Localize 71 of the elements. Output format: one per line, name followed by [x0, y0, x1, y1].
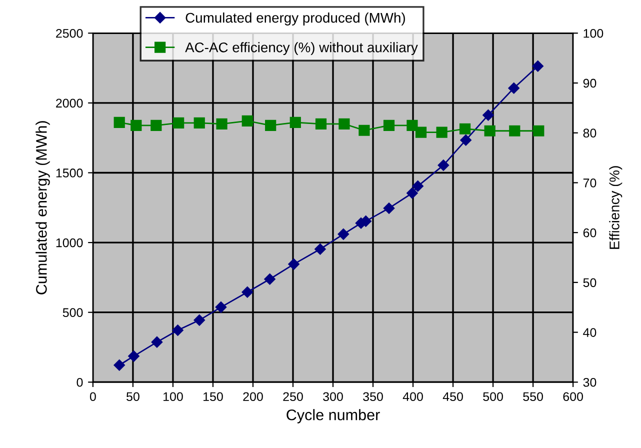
- point: [412, 180, 424, 192]
- y-tick-label: 1000: [56, 238, 83, 248]
- point: [438, 160, 450, 171]
- x-axis-title: Cycle number: [286, 409, 380, 424]
- x-tick-label: 600: [563, 392, 583, 402]
- y-tick-label: 2000: [56, 98, 83, 108]
- legend-label: Cumulated energy produced (MWh): [186, 12, 405, 26]
- x-tick-label: 450: [442, 392, 463, 402]
- point: [383, 120, 395, 131]
- point: [338, 118, 350, 130]
- y-tick-label: 500: [62, 308, 83, 317]
- point: [436, 126, 448, 138]
- y-axis-title: Cumulated energy (MWh): [36, 121, 50, 294]
- point: [194, 117, 205, 128]
- x-tick-label: 400: [402, 392, 423, 402]
- point: [509, 125, 520, 136]
- y2-tick-label: 30: [583, 378, 596, 387]
- y2-tick-label: 50: [583, 278, 596, 288]
- point: [173, 117, 184, 128]
- point: [532, 60, 544, 72]
- y2-tick-label: 60: [583, 228, 596, 238]
- point: [358, 124, 370, 136]
- point: [216, 118, 228, 130]
- point: [460, 134, 472, 146]
- x-tick-label: 150: [204, 392, 223, 402]
- y2-tick-label: 80: [583, 128, 596, 138]
- x-tick-label: 300: [323, 392, 343, 402]
- point: [215, 302, 227, 313]
- point: [314, 244, 326, 255]
- point: [288, 258, 300, 270]
- point: [484, 125, 496, 136]
- point: [482, 109, 494, 121]
- x-tick-label: 350: [363, 392, 383, 402]
- point: [406, 120, 418, 131]
- point: [415, 126, 427, 138]
- point: [242, 286, 253, 298]
- x-tick-label: 0: [90, 392, 96, 402]
- y2-tick-label: 40: [583, 328, 596, 337]
- point: [383, 202, 395, 214]
- x-tick-label: 200: [243, 392, 263, 402]
- x-tick-label: 550: [523, 392, 543, 402]
- x-tick-label: 500: [483, 392, 503, 402]
- point: [406, 188, 418, 199]
- point: [128, 350, 140, 362]
- x-tick-label: 50: [126, 392, 140, 402]
- point: [459, 123, 471, 134]
- y2-axis-title: Efficiency (%): [609, 166, 622, 249]
- point: [533, 125, 544, 136]
- point: [130, 120, 142, 131]
- point: [265, 120, 276, 131]
- x-tick-label: 100: [163, 392, 183, 402]
- point: [290, 116, 301, 128]
- y-tick-label: 1500: [56, 168, 83, 178]
- point: [151, 336, 163, 348]
- x-tick-label: 250: [283, 392, 303, 402]
- y2-tick-label: 100: [584, 28, 604, 38]
- y2-tick-label: 70: [583, 178, 596, 188]
- point: [114, 360, 125, 371]
- point: [114, 116, 125, 128]
- point: [264, 274, 276, 285]
- point: [508, 82, 520, 94]
- point: [315, 118, 327, 130]
- point: [338, 228, 350, 240]
- point: [172, 324, 184, 336]
- y-tick-label: 0: [76, 378, 83, 387]
- point: [242, 115, 253, 126]
- point: [150, 120, 162, 131]
- legend-label: AC-AC efficiency (%) without auxiliary: [185, 42, 418, 56]
- point: [194, 314, 205, 326]
- y2-tick-label: 90: [583, 78, 596, 88]
- y-tick-label: 2500: [56, 28, 83, 38]
